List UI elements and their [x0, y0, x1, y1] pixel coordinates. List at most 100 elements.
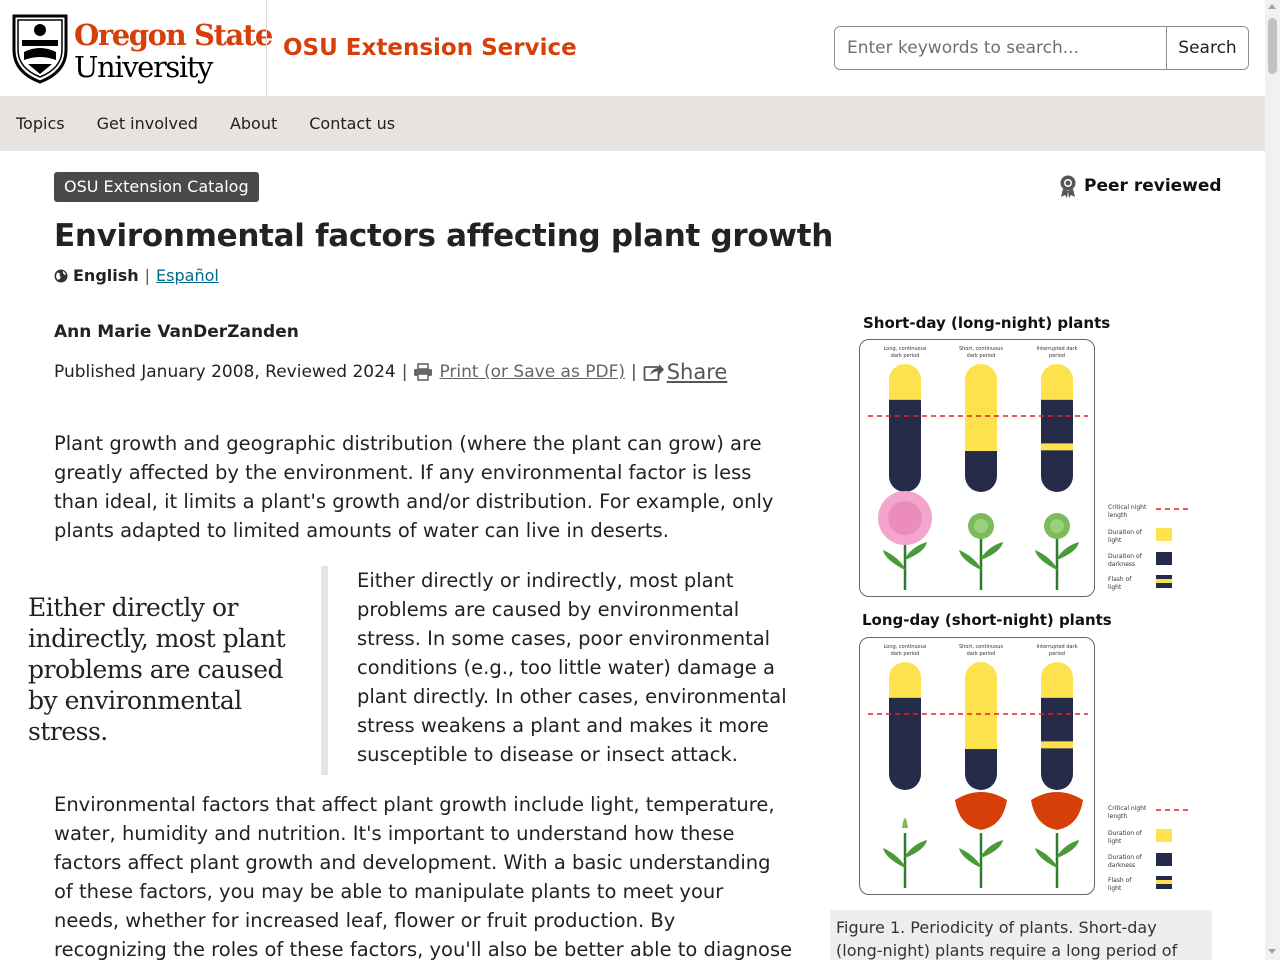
legend-label: Critical night	[1108, 805, 1147, 812]
intro-paragraph: Plant growth and geographic distribution…	[54, 432, 774, 542]
column-label: Interrupted dark	[1036, 346, 1077, 352]
pub-separator: |	[401, 362, 408, 382]
light-dark-bar	[1041, 662, 1073, 790]
column-label: dark period	[891, 353, 920, 359]
search-button[interactable]: Search	[1166, 27, 1248, 69]
column-label: Interrupted dark	[1036, 644, 1077, 650]
legend-label: light	[1108, 584, 1122, 591]
scroll-thumb[interactable]	[1268, 18, 1277, 74]
light-dark-bar	[889, 662, 921, 790]
scroll-up-arrow-icon[interactable]	[1268, 4, 1276, 9]
nav-about[interactable]: About	[229, 114, 278, 133]
plant-bud-2	[1035, 513, 1079, 590]
author-name: Ann Marie VanDerZanden	[54, 322, 299, 342]
site-header: Oregon State University OSU Extension Se…	[0, 0, 1265, 96]
column-label: dark period	[967, 353, 996, 359]
legend-short-day: Critical night length Duration of light Dura…	[1108, 501, 1208, 597]
plant-mum-bloom-0	[878, 491, 932, 590]
column-label: Long, continuous	[884, 346, 927, 352]
legend-label: Duration of	[1108, 854, 1143, 861]
published-date: Published January 2008, Reviewed 2024	[54, 362, 396, 382]
figure-caption: Figure 1. Periodicity of plants. Short-d…	[836, 918, 1178, 960]
column-label: period	[1049, 353, 1065, 359]
scroll-down-arrow-icon[interactable]	[1268, 949, 1276, 954]
peer-reviewed-label: Peer reviewed	[1084, 176, 1222, 196]
legend-label: length	[1108, 512, 1127, 519]
legend-label: darkness	[1108, 561, 1135, 568]
plant-stalk-0	[883, 818, 927, 888]
globe-icon	[54, 269, 68, 282]
lang-espanol-link[interactable]: Español	[156, 266, 219, 285]
legend-swatch	[1156, 829, 1172, 842]
legend-swatch	[1156, 853, 1172, 866]
print-link[interactable]: Print (or Save as PDF)	[439, 362, 625, 382]
legend-swatch	[1156, 880, 1172, 884]
stress-paragraph: Either directly or indirectly, most plan…	[357, 569, 787, 766]
light-dark-bar	[965, 364, 997, 492]
nav-contact-us[interactable]: Contact us	[309, 114, 396, 133]
column-label: dark period	[891, 651, 920, 657]
legend-swatch	[1156, 552, 1172, 565]
figure-caption-box: Figure 1. Periodicity of plants. Short-d…	[830, 910, 1212, 960]
site-name-link[interactable]: OSU Extension Service	[283, 35, 577, 61]
search-input[interactable]	[835, 27, 1166, 69]
column-label: Short, continuous	[959, 644, 1003, 650]
lang-english: English	[73, 266, 139, 285]
legend-label: Duration of	[1108, 529, 1143, 536]
column-label: Long, continuous	[884, 644, 927, 650]
figure-heading-long-day: Long-day (short-night) plants	[862, 611, 1112, 629]
legend-label: light	[1108, 885, 1122, 892]
catalog-badge[interactable]: OSU Extension Catalog	[54, 172, 259, 202]
peer-reviewed-badge: Peer reviewed	[1058, 174, 1222, 198]
osu-logo[interactable]: Oregon State University	[10, 10, 273, 88]
long-day-panel: Long, continuous dark period Short, contin…	[859, 637, 1095, 895]
light-dark-bar	[965, 662, 997, 790]
legend-swatch	[1156, 579, 1172, 583]
page-scrollbar[interactable]	[1265, 0, 1280, 960]
osu-seal-icon	[12, 14, 68, 84]
legend-label: darkness	[1108, 862, 1135, 869]
legend-long-day: Critical night length Duration of light Dura…	[1108, 802, 1208, 898]
main-nav: Topics Get involved About Contact us	[0, 96, 1265, 151]
plant-poppy-1	[955, 792, 1007, 888]
nav-topics[interactable]: Topics	[16, 114, 65, 133]
pub-separator: |	[630, 362, 637, 382]
column-label: dark period	[967, 651, 996, 657]
share-icon[interactable]	[643, 362, 665, 382]
header-divider	[266, 0, 267, 96]
legend-label: length	[1108, 813, 1127, 820]
legend-label: Duration of	[1108, 553, 1143, 560]
plant-poppy-2	[1031, 792, 1083, 888]
logo-oregon-state: Oregon State	[74, 18, 273, 52]
search-form: Search	[834, 26, 1249, 70]
legend-label: Flash of	[1108, 576, 1132, 583]
figure-periodicity: Short-day (long-night) plants Long, cont…	[830, 305, 1212, 960]
legend-label: Duration of	[1108, 830, 1143, 837]
share-link[interactable]: Share	[666, 360, 728, 384]
column-label: Short, continuous	[959, 346, 1003, 352]
logo-university: University	[74, 50, 213, 84]
award-ribbon-icon	[1060, 175, 1076, 198]
light-dark-bar	[1041, 364, 1073, 492]
pull-quote: Either directly or indirectly, most plan…	[28, 593, 286, 746]
printer-icon[interactable]	[413, 363, 433, 381]
pull-quote-divider	[321, 566, 328, 775]
figure-heading-short-day: Short-day (long-night) plants	[863, 314, 1111, 332]
factors-paragraph: Environmental factors that affect plant …	[54, 793, 793, 960]
legend-label: light	[1108, 537, 1122, 544]
legend-swatch	[1156, 528, 1172, 541]
publication-line: Published January 2008, Reviewed 2024 | …	[54, 360, 727, 384]
nav-get-involved[interactable]: Get involved	[96, 114, 198, 133]
legend-label: light	[1108, 838, 1122, 845]
column-label: period	[1049, 651, 1065, 657]
language-switcher: English | Español	[54, 266, 219, 285]
legend-label: Flash of	[1108, 877, 1132, 884]
lang-separator: |	[144, 266, 151, 285]
short-day-panel: Long, continuous dark period Short, contin…	[859, 339, 1095, 597]
light-dark-bar	[889, 364, 921, 492]
legend-label: Critical night	[1108, 504, 1147, 511]
